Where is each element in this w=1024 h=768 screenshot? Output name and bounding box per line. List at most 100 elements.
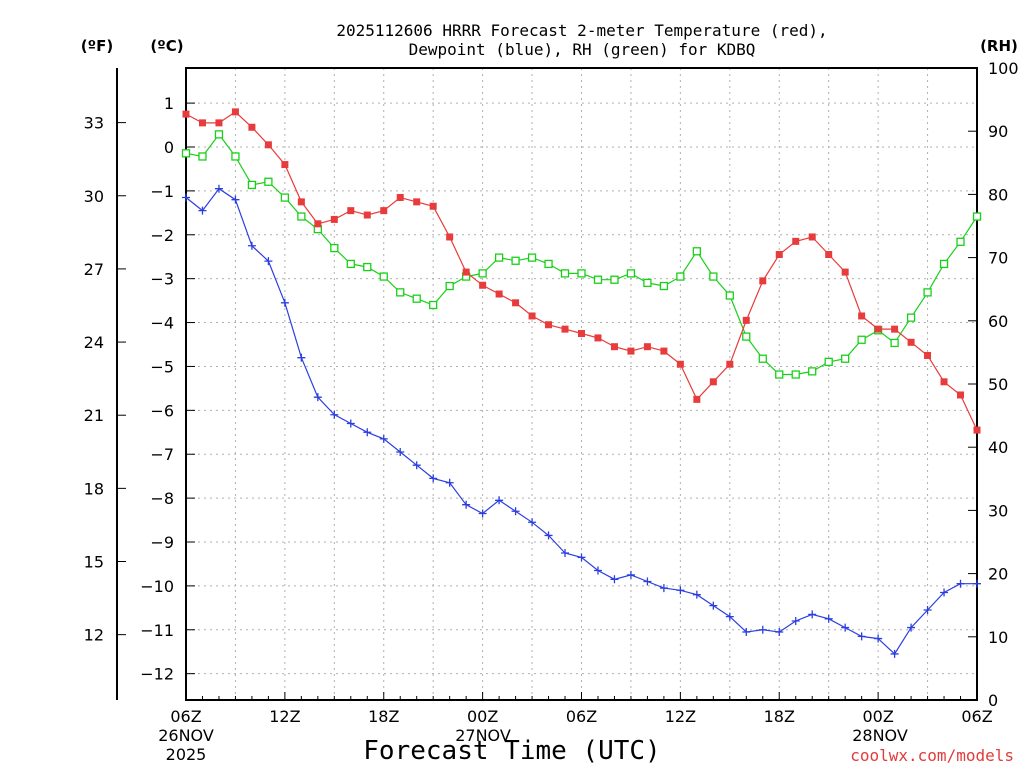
temperature-point xyxy=(545,321,553,329)
temperature-point xyxy=(380,207,388,215)
rh-point xyxy=(610,275,619,284)
temperature-point xyxy=(429,202,437,210)
rh-tick-label: 60 xyxy=(988,312,1008,331)
dewpoint-point xyxy=(626,570,635,579)
temperature-point xyxy=(264,141,272,149)
time-tick-label: 18Z xyxy=(368,707,399,726)
rh-point xyxy=(560,269,570,278)
rh-point xyxy=(494,253,504,262)
rh-tick-label: 40 xyxy=(988,438,1008,457)
time-tick-label: 06Z xyxy=(961,707,992,726)
temperature-point xyxy=(841,268,849,276)
rh-point xyxy=(577,269,586,278)
temperature-point xyxy=(610,343,618,351)
rh-tick-label: 70 xyxy=(988,249,1008,268)
dewpoint-point xyxy=(214,184,223,193)
celsius-tick-label: −4 xyxy=(150,314,174,333)
celsius-tick-label: −8 xyxy=(150,489,174,508)
dewpoint-point xyxy=(280,298,289,307)
dewpoint-point xyxy=(528,518,537,527)
rh-point xyxy=(231,152,240,161)
celsius-tick-label: −6 xyxy=(150,401,174,420)
time-tick-label: 12Z xyxy=(269,707,300,726)
rh-point xyxy=(956,237,965,246)
temperature-point xyxy=(874,325,882,333)
time-tick-label: 18Z xyxy=(764,707,795,726)
rh-point xyxy=(511,256,520,265)
temperature-point xyxy=(825,251,833,259)
temperature-point xyxy=(528,312,536,320)
temperature-point xyxy=(709,378,717,386)
temperature-series xyxy=(182,108,981,434)
rh-point xyxy=(626,269,636,278)
rh-point xyxy=(841,354,850,363)
rh-tick-label: 50 xyxy=(988,375,1008,394)
fahrenheit-tick-label: 18 xyxy=(84,479,104,498)
dewpoint-point xyxy=(593,566,602,575)
rh-point xyxy=(346,259,355,269)
rh-point xyxy=(181,149,191,158)
temperature-point xyxy=(578,330,585,338)
chart-title-line1: 2025112606 HRRR Forecast 2-meter Tempera… xyxy=(336,21,827,40)
dewpoint-point xyxy=(544,531,553,540)
temperature-point xyxy=(924,351,932,359)
dewpoint-point xyxy=(462,500,471,509)
rh-point xyxy=(445,281,454,291)
dewpoint-point xyxy=(445,478,454,487)
celsius-unit-label: (ºC) xyxy=(150,37,183,55)
temperature-point xyxy=(479,281,487,289)
date-label-28nov: 28NOV xyxy=(852,726,908,745)
time-tick-label: 06Z xyxy=(170,707,201,726)
celsius-tick-label: −7 xyxy=(150,445,174,464)
date-label-27nov: 27NOV xyxy=(455,726,511,745)
celsius-tick-label: −5 xyxy=(150,357,174,376)
celsius-tick-label: −1 xyxy=(150,182,174,201)
dewpoint-point xyxy=(791,617,800,625)
dewpoint-point xyxy=(412,461,421,470)
temperature-point xyxy=(660,347,668,355)
rh-tick-label: 100 xyxy=(988,59,1019,78)
rh-point xyxy=(824,357,833,367)
temperature-point xyxy=(643,343,651,351)
rh-point xyxy=(527,253,537,262)
dewpoint-point xyxy=(775,627,784,636)
dewpoint-point xyxy=(264,257,273,266)
celsius-tick-label: −9 xyxy=(150,533,174,552)
temperature-point xyxy=(759,277,767,285)
source-credit: coolwx.com/models xyxy=(850,746,1014,765)
rh-tick-label: 90 xyxy=(988,122,1008,141)
temperature-point xyxy=(314,220,322,228)
dewpoint-point xyxy=(676,586,685,595)
rh-tick-label: 10 xyxy=(988,628,1008,647)
temperature-point xyxy=(182,110,190,118)
dewpoint-point xyxy=(643,577,652,586)
rh-point xyxy=(643,278,652,288)
rh-point xyxy=(709,272,718,281)
celsius-tick-label: −12 xyxy=(140,665,174,684)
temperature-point xyxy=(594,334,602,342)
temperature-point xyxy=(726,360,734,368)
dewpoint-point xyxy=(956,579,965,588)
temperature-point xyxy=(248,123,256,131)
rh-point xyxy=(330,243,339,253)
dewpoint-point xyxy=(973,579,981,588)
temperature-point xyxy=(396,193,404,201)
dewpoint-point xyxy=(709,601,718,610)
rh-point xyxy=(198,152,207,161)
rh-point xyxy=(791,370,800,379)
rh-point xyxy=(676,272,685,281)
temperature-point xyxy=(495,290,503,298)
chart-axes xyxy=(116,67,978,701)
temperature-point xyxy=(446,233,454,241)
dewpoint-point xyxy=(231,195,240,204)
temperature-point xyxy=(957,391,965,399)
rh-point xyxy=(544,259,553,269)
temperature-point xyxy=(330,215,338,223)
dewpoint-point xyxy=(659,584,668,593)
dewpoint-point xyxy=(824,614,833,623)
celsius-tick-label: −3 xyxy=(150,270,174,289)
temperature-point xyxy=(198,119,206,127)
dewpoint-point xyxy=(396,448,405,457)
dewpoint-point xyxy=(346,419,355,428)
